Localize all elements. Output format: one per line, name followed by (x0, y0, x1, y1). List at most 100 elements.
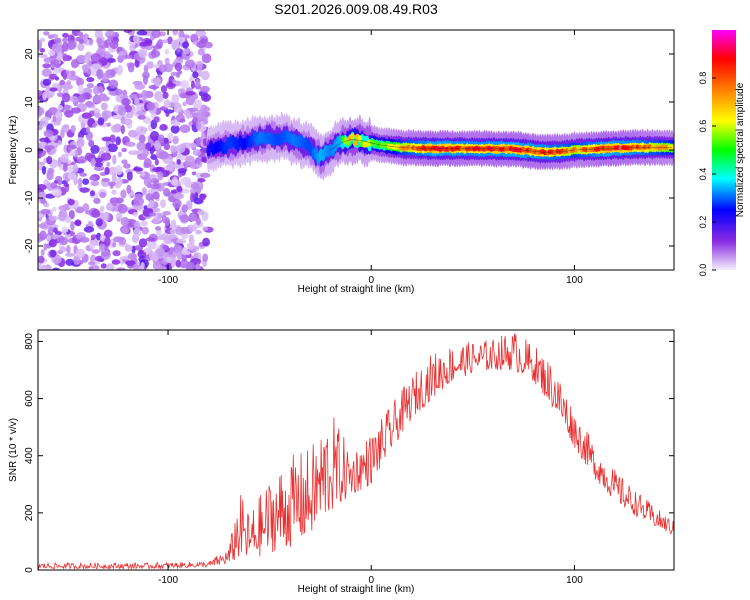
noise-blob (111, 114, 123, 120)
noise-blob (99, 243, 105, 251)
noise-blob (164, 57, 170, 65)
noise-blob (180, 80, 190, 89)
noise-blob (190, 33, 199, 42)
ridge-core (669, 144, 674, 150)
colorbar: 0.0 0.2 0.4 0.6 0.8 Normalized spectral ampl… (698, 30, 746, 276)
noise-blob (79, 236, 90, 243)
noise-blob (131, 245, 136, 254)
colorbar-label: Normalized spectral amplitude (735, 82, 746, 217)
noise-blob (38, 213, 43, 218)
noise-blob (79, 187, 90, 193)
noise-blob (76, 138, 85, 148)
noise-blob (176, 47, 181, 53)
noise-blob (72, 163, 79, 173)
noise-blob (126, 171, 133, 181)
colorbar-tick-label: 0.4 (698, 168, 708, 181)
noise-blob (127, 129, 138, 138)
noise-blob (173, 193, 185, 200)
noise-blob (38, 106, 45, 116)
noise-blob (38, 191, 47, 199)
noise-blob (88, 139, 95, 148)
noise-blob (51, 188, 62, 197)
noise-blob (55, 175, 63, 182)
noise-blob (197, 48, 205, 56)
snr-marks (38, 333, 674, 570)
noise-blob (179, 118, 186, 123)
noise-blob (141, 187, 147, 196)
noise-blob (195, 78, 201, 87)
noise-blob (175, 245, 183, 253)
noise-blob (38, 184, 47, 191)
noise-blob (202, 253, 209, 262)
x-tick-label: 100 (566, 575, 583, 586)
noise-blob (111, 173, 117, 184)
noise-blob (69, 96, 79, 103)
noise-blob (57, 92, 64, 98)
x-tick-label: 0 (368, 275, 374, 286)
noise-blob (154, 226, 162, 231)
noise-blob (112, 250, 121, 257)
noise-blob (51, 206, 57, 212)
noise-blob (46, 181, 52, 190)
noise-blob (40, 249, 45, 256)
noise-blob (94, 112, 102, 119)
snr-axes: -100 0 100 0 200 400 600 800 (24, 330, 674, 586)
noise-blob (63, 183, 70, 188)
noise-blob (115, 136, 122, 146)
noise-blob (160, 233, 170, 238)
noise-blob (57, 104, 64, 111)
noise-blob (43, 202, 50, 208)
noise-blob (68, 144, 77, 150)
snr-x-label: Height of straight line (km) (298, 584, 415, 595)
noise-blob (46, 146, 52, 153)
noise-blob (120, 124, 125, 135)
noise-blob (181, 204, 188, 213)
y-tick-label: 10 (24, 96, 35, 108)
noise-blob (185, 109, 191, 120)
noise-blob (123, 30, 133, 34)
noise-blob (69, 150, 76, 157)
noise-blob (100, 263, 107, 269)
noise-blob (152, 217, 161, 224)
noise-blob (84, 152, 92, 161)
noise-blob (176, 185, 183, 193)
noise-blob (152, 167, 163, 173)
noise-blob (107, 143, 118, 153)
noise-blob (150, 154, 158, 160)
noise-blob (82, 64, 89, 73)
noise-blob (104, 236, 111, 247)
noise-blob (182, 101, 187, 107)
noise-blob (96, 68, 104, 79)
noise-blob (153, 207, 161, 213)
noise-blob (116, 267, 126, 270)
noise-blob (41, 165, 47, 175)
noise-blob (118, 50, 126, 56)
noise-blob (71, 107, 81, 114)
noise-blob (39, 137, 50, 143)
noise-blob (120, 189, 127, 199)
noise-blob (117, 66, 122, 76)
noise-blob (105, 263, 115, 270)
colorbar-tick-label: 0.6 (698, 120, 708, 133)
noise-blob (190, 183, 200, 189)
colorbar-tick-label: 0.8 (698, 72, 708, 85)
noise-blob (99, 191, 107, 199)
noise-blob (157, 39, 164, 45)
noise-blob (91, 249, 100, 254)
noise-blob (87, 261, 96, 266)
noise-blob (87, 39, 94, 46)
noise-blob (85, 126, 90, 134)
noise-blob (95, 218, 103, 227)
noise-blob (141, 89, 149, 100)
noise-blob (46, 156, 53, 165)
noise-blob (135, 125, 147, 136)
noise-blob (38, 124, 43, 131)
noise-blob (180, 226, 190, 235)
noise-blob (55, 110, 63, 120)
noise-blob (132, 34, 140, 44)
noise-blob (66, 80, 72, 86)
noise-blob (77, 177, 83, 187)
x-tick-label: -100 (158, 275, 178, 286)
noise-blob (115, 212, 123, 221)
noise-blob (64, 109, 74, 118)
